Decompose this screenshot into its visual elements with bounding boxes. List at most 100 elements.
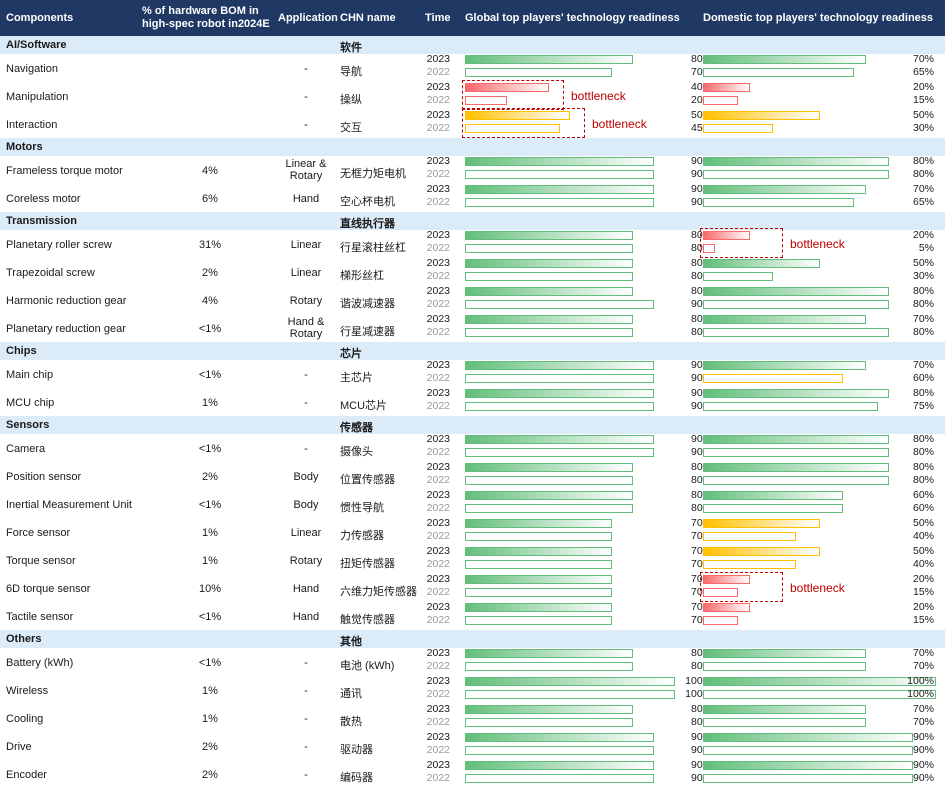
domestic-value: 50% (912, 257, 934, 269)
year-label: 2022 (426, 688, 450, 700)
chn-name: 触觉传感器 (340, 614, 395, 626)
category-name: Motors (6, 141, 43, 153)
year-label: 2023 (426, 433, 450, 445)
year-label: 2023 (426, 313, 450, 325)
domestic-bar-2023 (703, 157, 889, 166)
year-label: 2023 (426, 573, 450, 585)
domestic-bar-2023 (703, 231, 750, 240)
year-label: 2023 (426, 387, 450, 399)
domestic-value: 15% (912, 586, 934, 598)
global-bar-2022 (465, 504, 633, 513)
year-label: 2022 (426, 400, 450, 412)
bom-share: 2% (202, 741, 218, 753)
component-name: Tactile sensor (6, 611, 74, 623)
year-label: 2022 (426, 744, 450, 756)
application: - (304, 685, 308, 697)
category-name: Sensors (6, 419, 50, 431)
global-bar-2023 (465, 287, 633, 296)
global-bar-2023 (465, 547, 612, 556)
category-row (0, 36, 945, 54)
global-bar-2022 (465, 616, 612, 625)
bom-share: 31% (198, 239, 222, 251)
global-bar-2022 (465, 272, 633, 281)
global-bar-2023 (465, 111, 570, 120)
domestic-bar-2023 (703, 361, 866, 370)
domestic-value: 40% (912, 530, 934, 542)
category-chn-name: 传感器 (340, 422, 373, 434)
domestic-value: 80% (912, 387, 934, 399)
global-bar-2022 (465, 746, 654, 755)
global-bar-2023 (465, 677, 675, 686)
domestic-bar-2022 (703, 616, 738, 625)
component-name: Cooling (6, 713, 44, 725)
bom-share: 1% (202, 555, 218, 567)
domestic-value: 50% (912, 545, 934, 557)
year-label: 2022 (426, 474, 450, 486)
bom-share: 2% (202, 471, 218, 483)
domestic-bar-2022 (703, 690, 936, 699)
global-bar-2023 (465, 733, 654, 742)
year-label: 2023 (426, 229, 450, 241)
year-label: 2022 (426, 168, 450, 180)
component-name: Torque sensor (6, 555, 76, 567)
year-label: 2023 (426, 759, 450, 771)
domestic-value: 80% (912, 155, 934, 167)
bottleneck-label: bottleneck (790, 237, 845, 251)
domestic-bar-2022 (703, 124, 773, 133)
domestic-bar-2023 (703, 733, 913, 742)
component-name: Main chip (6, 369, 54, 381)
bottleneck-box (700, 572, 783, 602)
bom-share: 1% (202, 397, 218, 409)
domestic-bar-2023 (703, 649, 866, 658)
domestic-value: 80% (912, 461, 934, 473)
global-bar-2023 (465, 463, 633, 472)
global-bar-2022 (465, 588, 612, 597)
year-label: 2022 (426, 122, 450, 134)
chn-name: 行星滚柱丝杠 (340, 242, 406, 254)
domestic-value: 15% (912, 94, 934, 106)
year-label: 2023 (426, 489, 450, 501)
domestic-bar-2022 (703, 402, 878, 411)
application: Linear (290, 239, 322, 251)
domestic-value: 90% (912, 731, 934, 743)
domestic-value: 80% (912, 326, 934, 338)
application: Body (293, 499, 319, 511)
bom-share: 1% (202, 713, 218, 725)
global-bar-2022 (465, 374, 654, 383)
domestic-bar-2022 (703, 272, 773, 281)
application: Linear (290, 267, 322, 279)
global-bar-2022 (465, 560, 612, 569)
global-bar-2022 (465, 448, 654, 457)
domestic-value: 30% (912, 122, 934, 134)
domestic-bar-2022 (703, 170, 889, 179)
bom-share: <1% (198, 443, 222, 455)
domestic-value: 65% (912, 196, 934, 208)
domestic-value: 80% (912, 446, 934, 458)
global-bar-2023 (465, 491, 633, 500)
year-label: 2023 (426, 703, 450, 715)
chn-name: 空心杯电机 (340, 196, 395, 208)
category-row (0, 416, 945, 434)
chn-name: 导航 (340, 66, 362, 78)
year-label: 2022 (426, 270, 450, 282)
domestic-bar-2023 (703, 287, 889, 296)
chn-name: MCU芯片 (340, 400, 388, 412)
domestic-bar-2023 (703, 435, 889, 444)
year-label: 2022 (426, 94, 450, 106)
global-bar-2022 (465, 718, 633, 727)
global-bar-2023 (465, 55, 633, 64)
application: Rotary (289, 295, 323, 307)
year-label: 2023 (426, 359, 450, 371)
header-domestic: Domestic top players' technology readine… (703, 12, 934, 24)
year-label: 2023 (426, 257, 450, 269)
domestic-bar-2022 (703, 68, 854, 77)
domestic-bar-2022 (703, 532, 796, 541)
domestic-bar-2022 (703, 374, 843, 383)
component-name: 6D torque sensor (6, 583, 91, 595)
bom-share: 4% (202, 165, 218, 177)
chn-name: 谐波减速器 (340, 298, 395, 310)
year-label: 2022 (426, 446, 450, 458)
domestic-value: 70% (912, 53, 934, 65)
global-bar-2023 (465, 315, 633, 324)
header-bom: % of hardware BOM in high-spec robot in2… (142, 5, 270, 30)
